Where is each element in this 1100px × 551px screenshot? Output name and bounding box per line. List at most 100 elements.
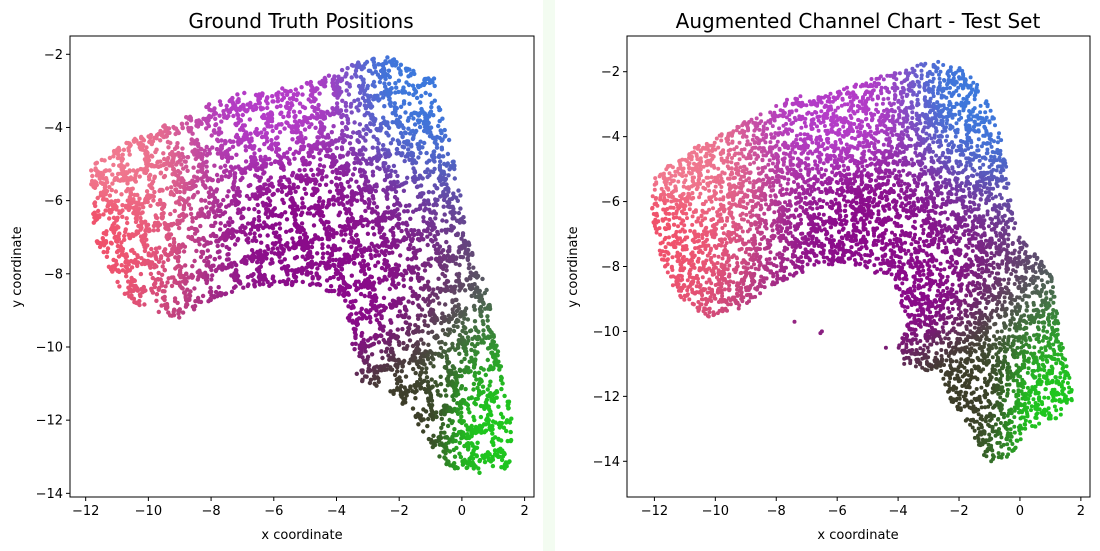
scatter-point <box>423 90 428 96</box>
scatter-point <box>499 386 504 392</box>
scatter-point <box>444 239 449 245</box>
scatter-point <box>304 181 310 186</box>
scatter-point <box>392 194 398 200</box>
scatter-point <box>373 313 378 318</box>
scatter-point <box>234 229 239 234</box>
scatter-point <box>252 254 258 260</box>
scatter-point <box>365 262 371 267</box>
scatter-point <box>197 242 202 247</box>
scatter-point <box>291 273 297 279</box>
scatter-point <box>340 196 345 202</box>
scatter-point <box>351 260 357 266</box>
scatter-point <box>235 92 240 97</box>
scatter-point <box>321 140 326 145</box>
scatter-point <box>182 244 188 249</box>
scatter-point <box>101 249 106 255</box>
scatter-point <box>232 277 237 283</box>
scatter-point <box>385 205 391 210</box>
scatter-point <box>438 259 444 264</box>
scatter-point <box>383 154 388 160</box>
scatter-point <box>244 193 250 199</box>
scatter-point <box>372 287 377 292</box>
scatter-point <box>411 133 416 138</box>
scatter-point <box>96 208 101 214</box>
scatter-point <box>485 412 491 418</box>
scatter-point <box>204 169 210 174</box>
scatter-point <box>213 289 219 295</box>
scatter-point <box>245 283 250 289</box>
scatter-point <box>347 239 352 245</box>
scatter-point <box>176 177 181 182</box>
scatter-point <box>353 332 358 337</box>
scatter-point <box>430 316 435 321</box>
scatter-point <box>372 232 377 237</box>
scatter-point <box>340 139 346 145</box>
scatter-point <box>411 366 416 372</box>
scatter-point <box>245 221 251 226</box>
scatter-point <box>506 406 511 411</box>
scatter-point <box>257 273 262 279</box>
scatter-point <box>381 295 387 301</box>
scatter-point <box>139 219 144 224</box>
scatter-point <box>272 242 277 247</box>
scatter-point <box>184 271 189 276</box>
scatter-point <box>363 179 369 184</box>
scatter-point <box>439 169 444 174</box>
scatter-point <box>251 220 256 225</box>
scatter-point <box>383 169 388 174</box>
scatter-point <box>462 316 467 321</box>
scatter-point <box>425 423 430 429</box>
scatter-point <box>451 191 456 196</box>
scatter-point <box>461 419 466 424</box>
scatter-point <box>365 223 370 228</box>
scatter-point <box>140 239 145 245</box>
scatter-point <box>400 144 405 149</box>
scatter-point <box>422 285 427 290</box>
scatter-point <box>313 125 318 130</box>
scatter-point <box>431 135 437 140</box>
scatter-point <box>469 434 474 439</box>
scatter-point <box>490 431 495 436</box>
scatter-point <box>400 314 406 320</box>
scatter-point <box>433 380 438 385</box>
scatter-point <box>295 185 301 190</box>
scatter-point <box>398 389 403 394</box>
scatter-point <box>90 173 95 179</box>
scatter-point <box>354 179 359 184</box>
scatter-point <box>404 393 409 398</box>
scatter-point <box>152 265 157 270</box>
scatter-point <box>393 113 399 118</box>
scatter-point <box>441 248 446 253</box>
scatter-point <box>139 287 144 292</box>
scatter-point <box>492 451 498 457</box>
scatter-point <box>368 336 373 341</box>
scatter-point <box>281 164 286 170</box>
scatter-point <box>231 285 237 290</box>
scatter-point <box>133 200 138 205</box>
scatter-point <box>191 165 196 170</box>
scatter-point <box>300 279 305 285</box>
scatter-point <box>216 285 221 290</box>
scatter-point <box>417 238 422 243</box>
scatter-point <box>341 238 346 243</box>
scatter-point <box>313 181 318 186</box>
scatter-point <box>221 112 227 117</box>
scatter-point <box>252 144 257 149</box>
scatter-point <box>279 266 285 271</box>
scatter-point <box>331 91 336 97</box>
scatter-point <box>277 279 283 284</box>
scatter-point <box>472 307 477 312</box>
scatter-point <box>177 307 182 312</box>
scatter-point <box>412 122 418 127</box>
scatter-point <box>234 122 239 128</box>
scatter-point <box>330 169 335 175</box>
scatter-point <box>292 256 298 261</box>
scatter-point <box>224 236 229 241</box>
scatter-point <box>348 177 354 182</box>
scatter-point <box>396 225 401 230</box>
scatter-point <box>477 389 482 395</box>
scatter-point <box>432 159 437 164</box>
scatter-point <box>235 100 240 105</box>
scatter-point <box>431 209 437 214</box>
scatter-point <box>406 147 411 152</box>
